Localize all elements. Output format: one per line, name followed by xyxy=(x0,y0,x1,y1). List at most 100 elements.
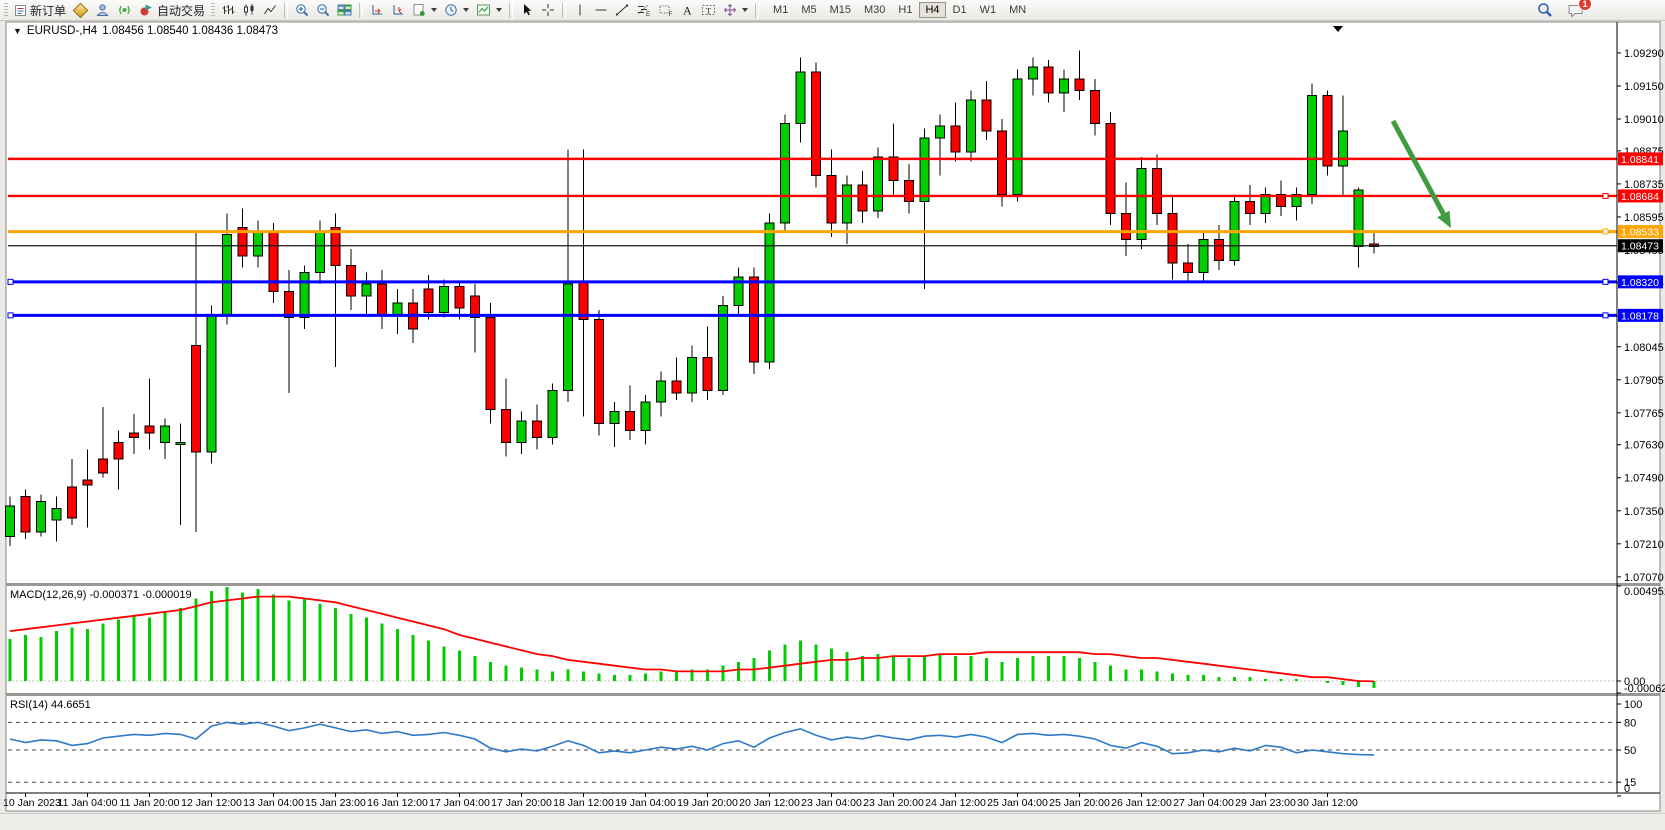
new-chart-button[interactable] xyxy=(409,1,440,20)
search-button[interactable] xyxy=(1534,1,1556,20)
zoom-out-button[interactable] xyxy=(313,1,333,20)
svg-text:1.09290: 1.09290 xyxy=(1624,48,1664,60)
tile-windows-icon xyxy=(337,3,352,17)
candlestick-series xyxy=(5,50,1379,547)
notification-badge: 1 xyxy=(1578,0,1592,11)
svg-text:25 Jan 04:00: 25 Jan 04:00 xyxy=(987,797,1048,809)
vertical-line-button[interactable] xyxy=(570,1,590,20)
svg-text:50: 50 xyxy=(1624,745,1636,757)
line-chart-button[interactable] xyxy=(260,1,280,20)
chevron-down-icon xyxy=(431,8,438,12)
timeframe-m30[interactable]: M30 xyxy=(864,4,886,16)
channel-button[interactable]: F xyxy=(655,1,676,20)
svg-text:10 Jan 2023: 10 Jan 2023 xyxy=(3,797,61,809)
svg-text:T: T xyxy=(706,6,712,16)
toolbar-grip[interactable] xyxy=(4,2,8,18)
new-order-label: 新订单 xyxy=(30,3,67,18)
line-chart-icon xyxy=(263,3,277,17)
splitter-rsi[interactable] xyxy=(6,693,1660,696)
period-selector-button[interactable] xyxy=(441,1,472,20)
svg-text:E: E xyxy=(646,11,651,17)
tile-windows-button[interactable] xyxy=(334,1,355,20)
notifications-button[interactable]: 1 xyxy=(1564,0,1592,20)
timeframe-mn[interactable]: MN xyxy=(1009,4,1027,16)
support-resistance-lines[interactable] xyxy=(7,157,1617,319)
chart-ohlc-values: 1.08456 1.08540 1.08436 1.08473 xyxy=(102,25,279,37)
svg-text:16 Jan 12:00: 16 Jan 12:00 xyxy=(367,797,428,809)
toolbar-grip[interactable] xyxy=(211,2,216,18)
crosshair-button[interactable] xyxy=(538,1,558,20)
text-button[interactable]: A xyxy=(677,1,697,20)
svg-text:1.07765: 1.07765 xyxy=(1624,408,1664,420)
trendline-button[interactable] xyxy=(612,1,632,20)
timeframe-h4[interactable]: H4 xyxy=(919,2,946,18)
cursor-button[interactable] xyxy=(517,1,537,20)
candlestick-chart-button[interactable] xyxy=(239,1,259,20)
market-watch-button[interactable] xyxy=(70,1,91,20)
timeframe-m1[interactable]: M1 xyxy=(773,4,789,16)
trend-arrow-annotation[interactable] xyxy=(1390,119,1451,228)
chevron-down-icon xyxy=(742,8,749,12)
crosshair-icon xyxy=(541,3,555,17)
bar-chart-button[interactable] xyxy=(218,1,238,20)
signals-button[interactable] xyxy=(114,1,135,20)
svg-text:1.09150: 1.09150 xyxy=(1624,81,1664,93)
timeframe-h1[interactable]: H1 xyxy=(898,4,913,16)
svg-text:1.07070: 1.07070 xyxy=(1624,572,1664,584)
rsi-line xyxy=(9,721,1375,756)
chart-templates-button[interactable] xyxy=(473,1,505,20)
fibonacci-button[interactable]: E xyxy=(633,1,654,20)
svg-text:15 Jan 23:00: 15 Jan 23:00 xyxy=(305,797,366,809)
arrows-button[interactable] xyxy=(720,1,751,20)
period-clock-icon xyxy=(444,3,458,17)
timeframe-m15[interactable]: M15 xyxy=(829,4,851,16)
text-label-button[interactable]: T xyxy=(698,1,719,20)
terminal-button[interactable] xyxy=(92,1,113,20)
svg-text:20 Jan 12:00: 20 Jan 12:00 xyxy=(739,797,800,809)
bar-chart-icon xyxy=(221,3,235,17)
svg-text:1.08045: 1.08045 xyxy=(1624,342,1664,354)
svg-text:17 Jan 04:00: 17 Jan 04:00 xyxy=(429,797,490,809)
rsi-label: RSI(14) 44.6651 xyxy=(10,699,91,711)
svg-text:30 Jan 12:00: 30 Jan 12:00 xyxy=(1297,797,1358,809)
cascade-charts-button[interactable] xyxy=(388,1,408,20)
collapse-chart-icon[interactable]: ▼ xyxy=(13,26,22,36)
new-order-button[interactable]: 新订单 xyxy=(11,1,69,20)
channel-icon: F xyxy=(658,3,673,17)
terminal-icon xyxy=(95,3,110,17)
main-toolbar: 新订单 自动交易 xyxy=(0,0,1665,21)
arrows-icon xyxy=(723,3,737,17)
price-badges: 1.08841 1.08684 1.08533 1.08473 1.08320 1.081… xyxy=(1618,152,1663,322)
candlestick-chart-icon xyxy=(242,3,256,17)
arrange-charts-button[interactable] xyxy=(367,1,387,20)
timeframe-d1[interactable]: D1 xyxy=(952,4,967,16)
cursor-icon xyxy=(520,3,534,17)
timeframe-group: M1 M5 M15 M30 H1 H4 D1 W1 MN xyxy=(767,2,1032,18)
svg-text:19 Jan 20:00: 19 Jan 20:00 xyxy=(677,797,738,809)
svg-text:80: 80 xyxy=(1624,717,1636,729)
timeframe-w1[interactable]: W1 xyxy=(979,4,997,16)
horizontal-line-button[interactable] xyxy=(591,1,611,20)
svg-text:-0.000625: -0.000625 xyxy=(1624,683,1665,695)
svg-text:1.08595: 1.08595 xyxy=(1624,212,1664,224)
auto-trading-label: 自动交易 xyxy=(157,3,206,18)
svg-text:1.09010: 1.09010 xyxy=(1624,114,1664,126)
chart-templates-icon xyxy=(476,3,491,17)
zoom-in-icon xyxy=(295,3,309,17)
timeframe-m5[interactable]: M5 xyxy=(801,4,817,16)
svg-text:17 Jan 20:00: 17 Jan 20:00 xyxy=(491,797,552,809)
auto-trading-button[interactable]: 自动交易 xyxy=(136,1,208,20)
svg-text:1.08735: 1.08735 xyxy=(1624,179,1664,191)
toolbar-separator xyxy=(562,2,567,18)
svg-text:15: 15 xyxy=(1624,777,1636,789)
toolbar-separator xyxy=(509,2,514,18)
scroll-end-marker[interactable] xyxy=(1333,26,1343,32)
zoom-in-button[interactable] xyxy=(292,1,312,20)
toolbar-separator xyxy=(284,2,289,18)
svg-text:1.07490: 1.07490 xyxy=(1624,473,1664,485)
macd-label: MACD(12,26,9) -0.000371 -0.000019 xyxy=(10,589,192,601)
splitter-macd[interactable] xyxy=(6,583,1660,586)
svg-text:11 Jan 20:00: 11 Jan 20:00 xyxy=(120,797,180,809)
